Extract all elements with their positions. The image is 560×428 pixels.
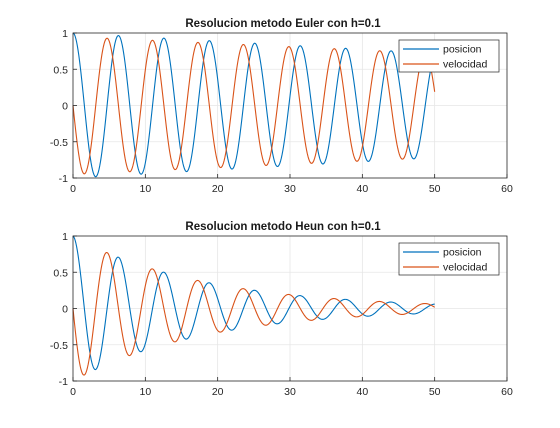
y-tick-label: -1 [59,173,68,185]
legend: posicion velocidad [398,39,500,73]
chart-heun: Resolucion metodo Heun con h=0.1 0 10 20 30… [50,221,513,398]
legend-label-posicion: posicion [443,44,482,56]
x-tick-label: 20 [212,386,224,398]
legend-label-posicion: posicion [443,247,482,259]
tick-group: 0 10 20 30 40 50 60 -1 -0.5 0 0.5 1 [50,231,513,398]
x-tick-label: 40 [356,386,368,398]
y-tick-label: -1 [59,376,68,388]
chart-title: Resolucion metodo Euler con h=0.1 [185,18,381,30]
chart-euler: Resolucion metodo Euler con h=0.1 0 10 20 3… [50,18,513,195]
y-tick-label: -0.5 [50,137,68,149]
legend: posicion velocidad [398,242,500,276]
x-tick-label: 30 [284,386,296,398]
series-line-posicion [72,32,436,178]
series-line-posicion [72,235,435,371]
x-tick-label: 20 [212,183,224,195]
x-tick-label: 60 [501,183,513,195]
y-tick-label: 0 [62,101,68,113]
y-tick-label: 0.5 [53,64,68,76]
y-tick-label: 1 [62,231,68,243]
tick-group: 0 10 20 30 40 50 60 -1 -0.5 0 0.5 1 [50,28,513,195]
y-tick-label: 1 [62,28,68,40]
y-tick-label: 0.5 [53,267,68,279]
x-tick-label: 60 [501,386,513,398]
x-tick-label: 10 [139,183,151,195]
legend-box [398,39,500,73]
y-tick-label: -0.5 [50,340,68,352]
x-tick-label: 0 [70,386,76,398]
series-group [72,235,435,376]
x-tick-label: 10 [139,386,151,398]
chart-title: Resolucion metodo Heun con h=0.1 [185,221,381,233]
legend-label-velocidad: velocidad [443,262,488,274]
x-tick-label: 30 [284,183,296,195]
x-tick-label: 50 [429,386,441,398]
x-tick-label: 40 [356,183,368,195]
x-tick-label: 0 [70,183,76,195]
series-line-velocidad [72,251,435,376]
legend-label-velocidad: velocidad [443,59,488,71]
x-tick-label: 50 [429,183,441,195]
y-tick-label: 0 [62,304,68,316]
legend-box [398,242,500,276]
series-group [72,32,436,178]
series-line-velocidad [72,37,436,175]
